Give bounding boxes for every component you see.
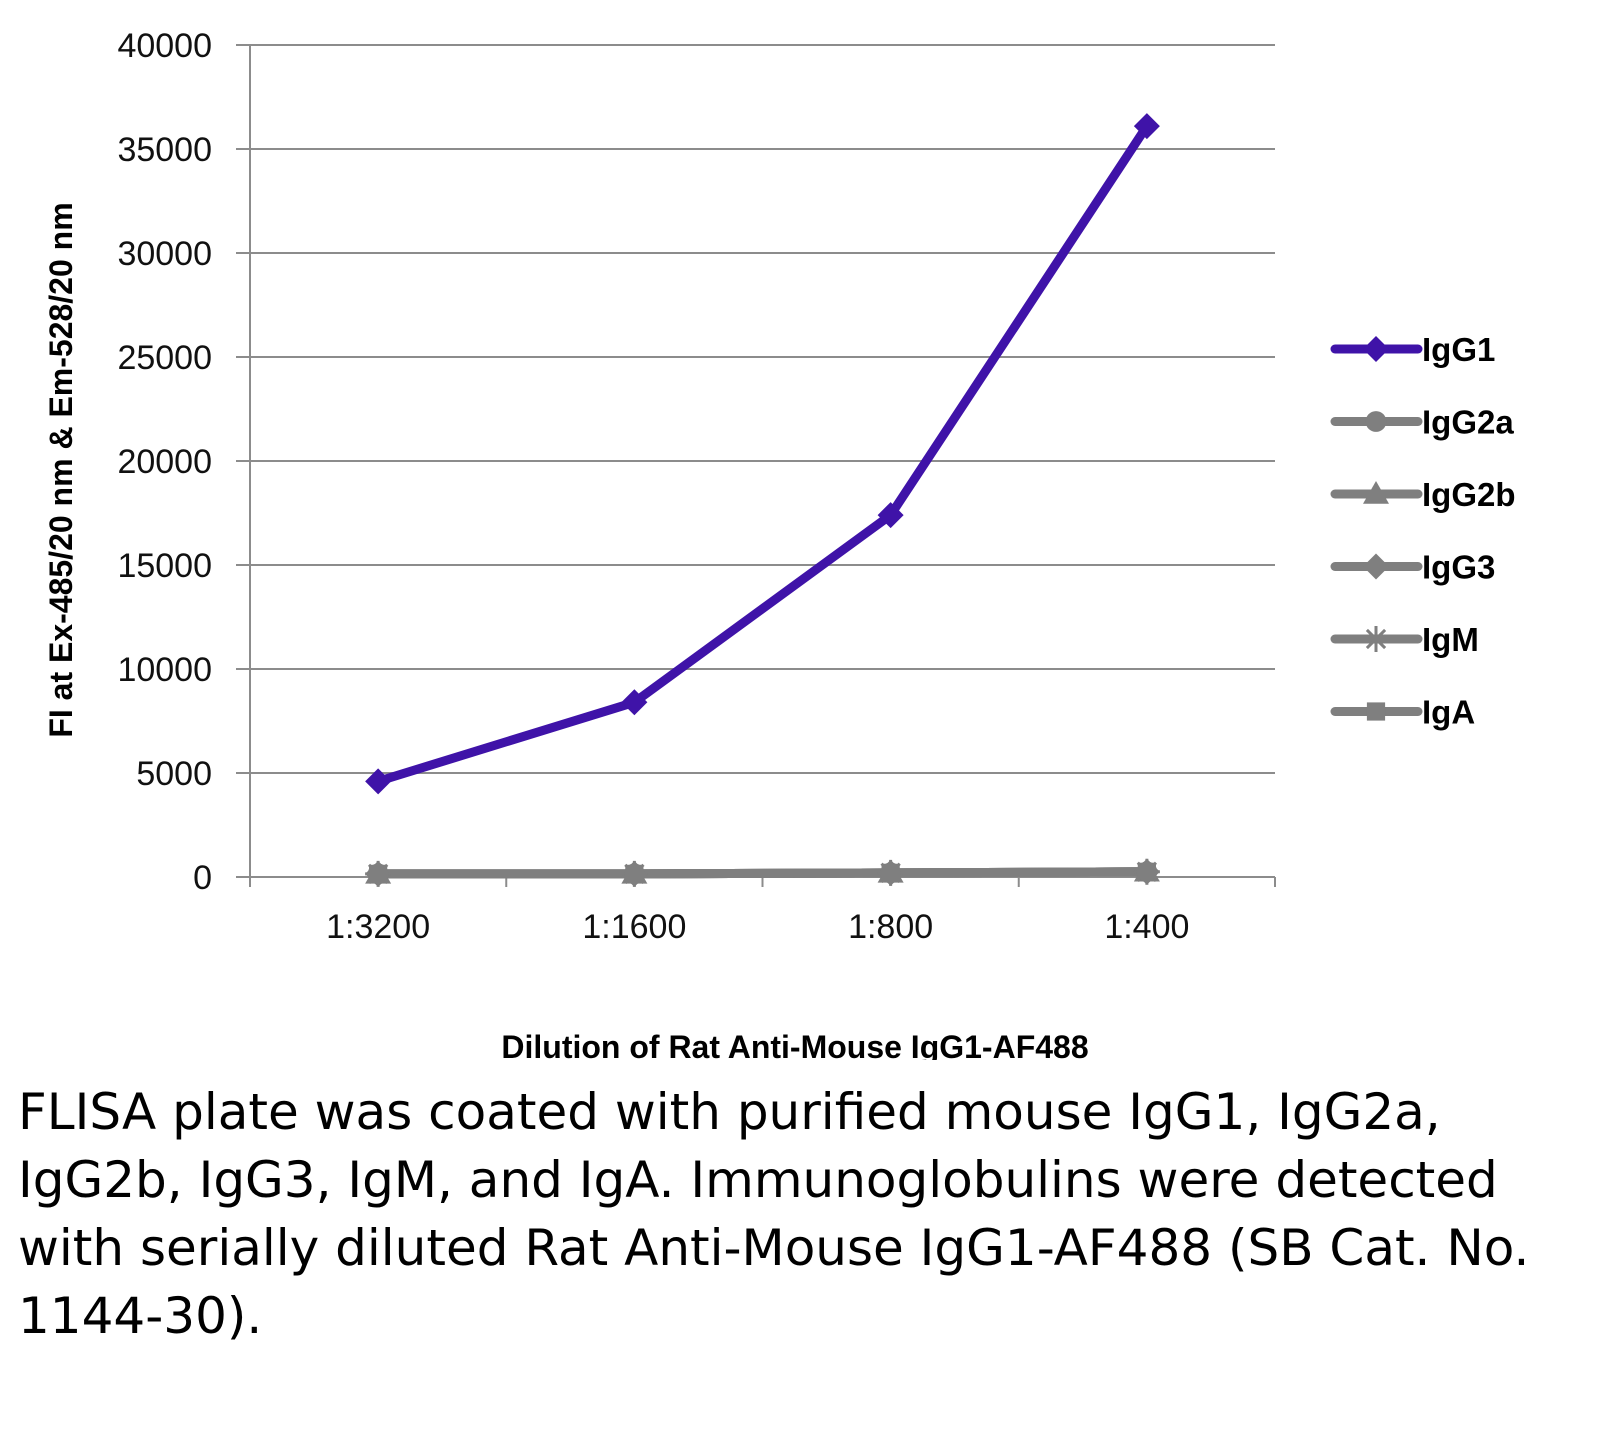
legend-marker [1365,411,1387,432]
data-point-igg1 [1133,113,1160,140]
y-tick-label: 5000 [136,755,212,793]
legend-label-igm: IgM [1422,621,1479,658]
series-markers [365,113,1160,887]
legend-label-igg2a: IgG2a [1422,404,1514,441]
y-tick-label: 25000 [117,339,212,377]
data-point-igg2a [623,863,645,885]
x-axis: 1:3200 1:1600 1:800 1:400 [249,877,1276,946]
legend-marker [1366,702,1386,721]
legend-marker [1363,336,1389,362]
legend-label-iga: IgA [1422,694,1475,731]
x-axis-title-display: Dilution of Rat Anti-Mouse IgG1-AF488 [501,1029,1088,1060]
series-line-igg1 [373,121,1152,786]
y-tick-label: 15000 [117,547,212,585]
data-point-igg2a [880,862,902,884]
y-tick-label: 0 [193,859,212,897]
legend-label-igg1: IgG1 [1422,331,1495,368]
data-point-igg1 [877,502,904,529]
data-point-igg1 [365,768,392,795]
legend-marker [1363,626,1389,652]
legend-label-igg3: IgG3 [1422,549,1495,586]
legend: IgG1 IgG2a IgG2b IgG3 IgM IgA [1330,331,1516,731]
series-line-igg2a [373,867,1152,879]
legend-label-igg2b: IgG2b [1422,476,1516,513]
y-axis-title: FI at Ex-485/20 nm & Em-528/20 nm [43,202,79,737]
y-axis: 0 5000 10000 15000 20000 25000 30000 35000 40000 [117,27,251,897]
figure-caption: FLISA plate was coated with purified mou… [18,1083,1530,1345]
y-tick-label: 40000 [117,27,212,65]
x-tick-label: 1:400 [1104,908,1189,946]
x-tick-label: 1:3200 [326,908,430,946]
x-tick-label: 1:1600 [582,908,686,946]
data-point-igg2a [367,863,389,885]
elisa-line-chart: 0 5000 10000 15000 20000 25000 30000 35000 40000… [43,27,1516,1060]
legend-marker [1363,481,1389,504]
y-tick-label: 10000 [117,651,212,689]
legend-marker [1363,553,1389,580]
y-tick-label: 20000 [117,443,212,481]
y-tick-label: 35000 [117,131,212,169]
data-point-igg2a [1136,861,1158,883]
y-tick-label: 30000 [117,235,212,273]
series-lines [373,121,1152,879]
x-tick-label: 1:800 [848,908,933,946]
data-point-igg1 [621,689,648,716]
